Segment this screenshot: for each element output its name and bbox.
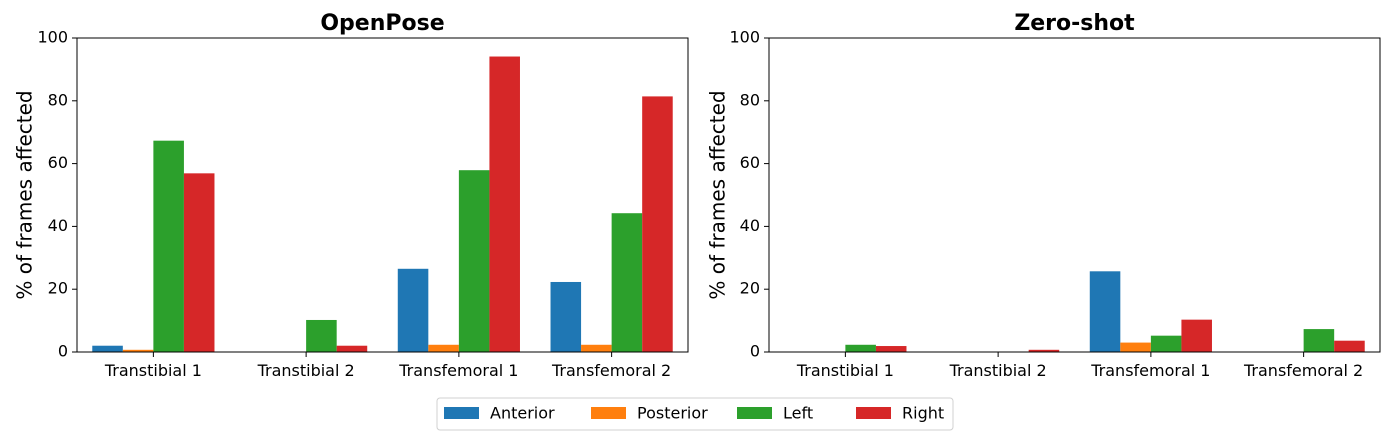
x-tick-label: Transfemoral 1 (398, 361, 518, 380)
bar-left-transfemoral-2 (611, 213, 643, 352)
legend-label-left: Left (783, 404, 813, 423)
bar-right-transtibial-1 (875, 346, 907, 352)
y-tick-label: 100 (37, 28, 68, 47)
y-tick-label: 40 (48, 216, 68, 235)
bar-anterior-transfemoral-2 (550, 281, 582, 352)
bar-right-transfemoral-2 (1334, 340, 1365, 352)
chart-panel-1: OpenPose % of frames affected 0 20 40 60 80 100… (13, 11, 689, 380)
chart-title: Zero-shot (1014, 11, 1135, 36)
y-tick-label: 60 (48, 153, 68, 172)
legend-swatch-left (737, 407, 772, 419)
bar-left-transtibial-1 (153, 140, 184, 352)
bar-left-transtibial-2 (306, 319, 337, 352)
bar-left-transfemoral-2 (1303, 329, 1335, 352)
chart-title: OpenPose (320, 11, 444, 36)
bar-posterior-transfemoral-1 (428, 344, 459, 352)
bar-right-transtibial-2 (1028, 349, 1060, 352)
plot-frame (76, 37, 689, 353)
bar-right-transtibial-1 (183, 173, 215, 352)
bar-posterior-transtibial-1 (122, 349, 154, 352)
x-tick-label: Transtibial 1 (104, 361, 202, 380)
chart-panel-2: Zero-shot % of frames affected 0 20 40 60 80 10… (706, 11, 1381, 380)
bar-anterior-transfemoral-1 (397, 268, 429, 352)
legend: Anterior Posterior Left Right (436, 397, 954, 431)
x-tick-label: Transfemoral 2 (551, 361, 671, 380)
x-tick-label: Transtibial 1 (796, 361, 894, 380)
bar-left-transfemoral-1 (1150, 335, 1182, 352)
y-tick-label: 40 (740, 216, 760, 235)
y-tick-label: 60 (740, 153, 760, 172)
legend-swatch-anterior (444, 407, 479, 419)
y-axis-label: % of frames affected (706, 90, 730, 299)
bar-right-transfemoral-1 (489, 56, 520, 352)
legend-swatch-right (856, 407, 891, 419)
y-tick-label: 0 (750, 342, 760, 361)
bar-right-transtibial-2 (336, 345, 368, 352)
x-tick-label: Transtibial 2 (949, 361, 1047, 380)
bar-posterior-transfemoral-2 (581, 344, 612, 352)
bar-left-transtibial-1 (845, 344, 876, 352)
y-tick-label: 20 (740, 279, 760, 298)
y-tick-label: 20 (48, 279, 68, 298)
bar-right-transfemoral-2 (642, 96, 673, 353)
bar-right-transfemoral-1 (1181, 319, 1212, 352)
x-tick-label: Transfemoral 1 (1090, 361, 1210, 380)
bar-left-transfemoral-1 (458, 170, 490, 352)
y-tick-label: 80 (48, 90, 68, 109)
x-tick-label: Transtibial 2 (257, 361, 355, 380)
plot-frame (768, 37, 1381, 353)
y-tick-label: 0 (58, 342, 68, 361)
x-tick-label: Transfemoral 2 (1243, 361, 1363, 380)
legend-label-right: Right (902, 404, 944, 423)
bar-anterior-transtibial-1 (92, 345, 123, 352)
y-tick-label: 100 (729, 28, 760, 47)
bar-anterior-transfemoral-1 (1089, 271, 1121, 352)
bar-posterior-transfemoral-1 (1120, 342, 1151, 352)
legend-label-posterior: Posterior (637, 404, 708, 423)
y-tick-label: 80 (740, 90, 760, 109)
legend-swatch-posterior (591, 407, 626, 419)
legend-box (436, 397, 954, 431)
y-axis-label: % of frames affected (13, 90, 37, 299)
legend-label-anterior: Anterior (490, 404, 555, 423)
